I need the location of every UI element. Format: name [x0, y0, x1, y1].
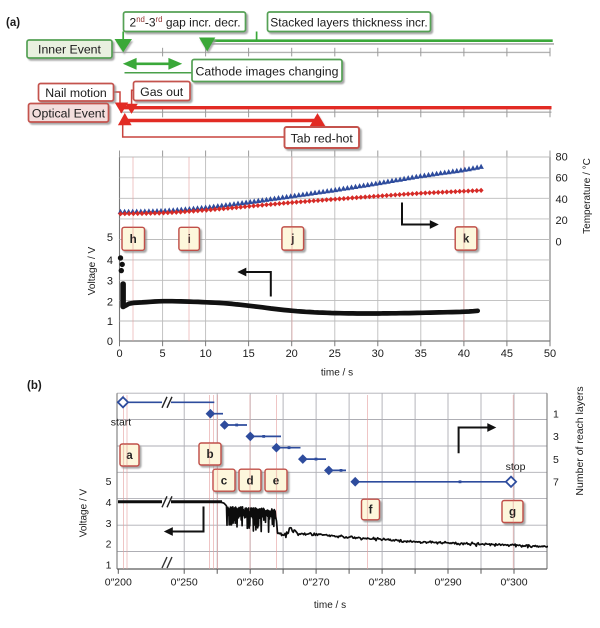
svg-text:5: 5: [106, 476, 112, 488]
svg-text:j: j: [290, 233, 294, 246]
svg-text:50: 50: [544, 348, 556, 360]
svg-text:40: 40: [458, 348, 470, 360]
svg-text:3: 3: [553, 431, 559, 443]
svg-text:80: 80: [556, 151, 568, 163]
svg-text:0″300: 0″300: [500, 577, 527, 589]
svg-text:2: 2: [106, 539, 112, 551]
svg-text:25: 25: [329, 348, 341, 360]
svg-text:4: 4: [107, 255, 113, 267]
svg-text:1: 1: [107, 316, 113, 328]
svg-text:e: e: [273, 474, 280, 487]
svg-text:Optical Event: Optical Event: [32, 107, 106, 121]
svg-text:Tab red-hot: Tab red-hot: [291, 132, 354, 146]
svg-text:35: 35: [415, 348, 427, 360]
svg-text:0″270: 0″270: [303, 577, 330, 589]
svg-text:10: 10: [199, 348, 211, 360]
svg-text:3: 3: [107, 276, 113, 288]
svg-text:7: 7: [553, 476, 559, 488]
svg-text:0: 0: [107, 336, 113, 348]
svg-text:3: 3: [106, 518, 112, 530]
svg-text:1: 1: [106, 560, 112, 572]
svg-text:time / s: time / s: [321, 368, 353, 379]
svg-text:b: b: [206, 448, 213, 461]
svg-text:5: 5: [107, 232, 113, 244]
svg-text:Gas out: Gas out: [140, 85, 184, 99]
svg-text:f: f: [369, 504, 373, 517]
svg-text:a: a: [126, 449, 133, 462]
svg-text:2nd-3rd gap incr. decr.: 2nd-3rd gap incr. decr.: [130, 15, 241, 29]
svg-text:Number of reach layers: Number of reach layers: [574, 386, 586, 495]
svg-text:0″250: 0″250: [171, 577, 198, 589]
svg-text:k: k: [463, 233, 470, 246]
svg-text:d: d: [246, 474, 253, 487]
svg-text:Temperature / °C: Temperature / °C: [582, 158, 593, 234]
svg-text:stop: stop: [506, 461, 526, 473]
svg-text:Inner Event: Inner Event: [38, 43, 101, 57]
svg-text:(a): (a): [6, 17, 20, 29]
svg-text:20: 20: [556, 215, 568, 227]
svg-text:time / s: time / s: [314, 600, 346, 611]
svg-text:g: g: [509, 506, 516, 519]
svg-text:(b): (b): [27, 380, 42, 392]
svg-text:4: 4: [106, 497, 112, 509]
svg-text:30: 30: [372, 348, 384, 360]
svg-text:5: 5: [160, 348, 166, 360]
svg-text:Voltage / V: Voltage / V: [79, 488, 90, 537]
svg-text:Cathode images changing: Cathode images changing: [196, 65, 339, 79]
svg-text:0: 0: [556, 237, 562, 249]
svg-text:45: 45: [501, 348, 513, 360]
svg-text:2: 2: [107, 296, 113, 308]
svg-text:Stacked layers thickness incr.: Stacked layers thickness incr.: [270, 15, 427, 29]
svg-text:c: c: [221, 474, 228, 487]
svg-text:Nail motion: Nail motion: [45, 86, 107, 100]
svg-text:1: 1: [553, 408, 559, 420]
svg-text:60: 60: [556, 172, 568, 184]
svg-text:0″200: 0″200: [105, 577, 132, 589]
svg-text:0″280: 0″280: [369, 577, 396, 589]
svg-text:i: i: [188, 233, 191, 246]
svg-text:5: 5: [553, 454, 559, 466]
svg-text:start: start: [111, 417, 132, 429]
svg-text:Voltage / V: Voltage / V: [87, 246, 98, 295]
svg-text:20: 20: [286, 348, 298, 360]
svg-text:15: 15: [242, 348, 254, 360]
svg-text:0″260: 0″260: [237, 577, 264, 589]
svg-text:h: h: [130, 233, 137, 246]
svg-text:0″290: 0″290: [435, 577, 462, 589]
svg-text:0: 0: [116, 348, 122, 360]
svg-text:40: 40: [556, 194, 568, 206]
